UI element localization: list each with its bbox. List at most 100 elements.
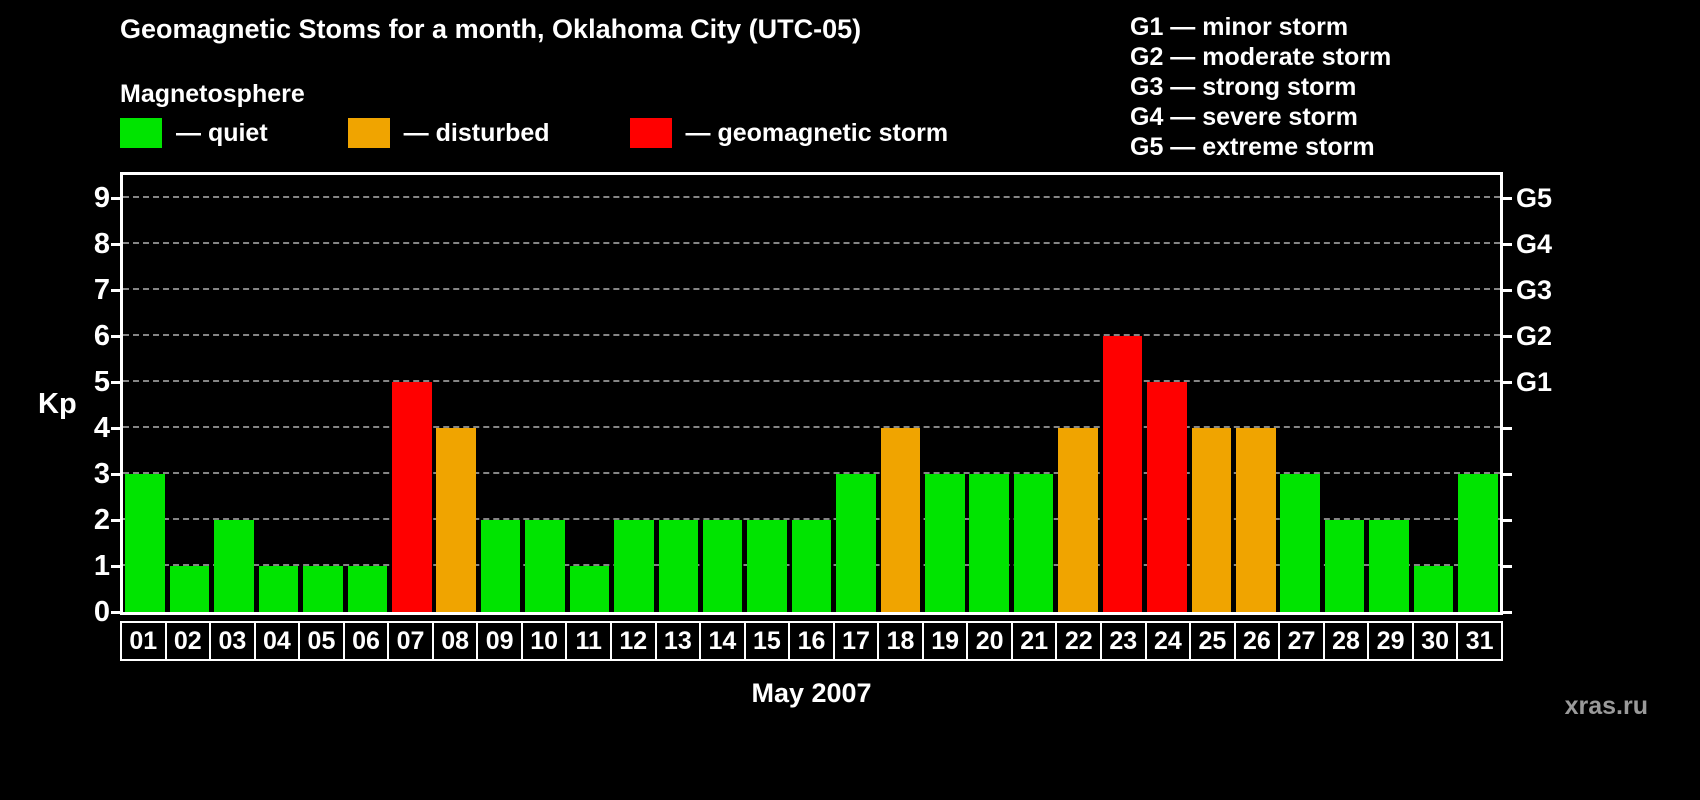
left-tickmark-2 bbox=[111, 519, 120, 522]
right-tickmark-5 bbox=[1503, 381, 1512, 384]
gridline-kp-2 bbox=[123, 518, 1500, 520]
bar-day-24 bbox=[1147, 382, 1187, 612]
bar-slot-23 bbox=[1100, 175, 1144, 612]
bar-slot-29 bbox=[1367, 175, 1411, 612]
storm-scale-line-5: G5 — extreme storm bbox=[1130, 133, 1375, 161]
legend-item-label: — disturbed bbox=[403, 118, 550, 147]
bar-day-28 bbox=[1324, 520, 1365, 612]
bar-day-23 bbox=[1102, 336, 1143, 612]
bar-slot-06 bbox=[345, 175, 389, 612]
day-label-02: 02 bbox=[164, 621, 212, 661]
day-label-26: 26 bbox=[1233, 621, 1281, 661]
storm-scale-line-3: G3 — strong storm bbox=[1130, 73, 1357, 101]
bar-day-03 bbox=[214, 520, 254, 612]
day-label-28: 28 bbox=[1322, 621, 1370, 661]
bar-slot-21 bbox=[1011, 175, 1055, 612]
kp-tick-4: 4 bbox=[93, 412, 110, 444]
bar-day-12 bbox=[614, 520, 654, 612]
legend-item-quiet: — quiet bbox=[120, 118, 268, 148]
bar-slot-09 bbox=[478, 175, 522, 612]
bar-day-21 bbox=[1013, 474, 1054, 612]
kp-tick-6: 6 bbox=[93, 320, 110, 352]
bar-day-22 bbox=[1058, 428, 1098, 612]
bar-day-09 bbox=[480, 520, 521, 612]
left-tickmark-0 bbox=[111, 611, 120, 614]
bar-row bbox=[123, 175, 1500, 612]
bar-slot-22 bbox=[1056, 175, 1100, 612]
bar-day-31 bbox=[1458, 474, 1498, 612]
right-tickmark-8 bbox=[1503, 243, 1512, 246]
g-scale-tick-G1: G1 bbox=[1516, 367, 1553, 397]
bar-slot-20 bbox=[967, 175, 1011, 612]
bar-slot-11 bbox=[567, 175, 611, 612]
bar-slot-08 bbox=[434, 175, 478, 612]
kp-tick-9: 9 bbox=[93, 182, 110, 214]
left-tickmark-3 bbox=[111, 473, 120, 476]
left-tickmark-7 bbox=[111, 289, 120, 292]
bar-day-18 bbox=[880, 428, 921, 612]
day-label-17: 17 bbox=[832, 621, 880, 661]
day-label-03: 03 bbox=[209, 621, 256, 661]
kp-tick-8: 8 bbox=[93, 228, 110, 260]
kp-tick-0: 0 bbox=[93, 596, 110, 628]
bar-slot-04 bbox=[256, 175, 300, 612]
day-label-14: 14 bbox=[699, 621, 746, 661]
bar-slot-01 bbox=[123, 175, 167, 612]
legend-heading: Magnetosphere bbox=[120, 80, 305, 108]
left-tickmark-6 bbox=[111, 335, 120, 338]
day-label-01: 01 bbox=[120, 621, 167, 661]
legend-item-disturbed: — disturbed bbox=[347, 118, 550, 148]
day-label-10: 10 bbox=[520, 621, 568, 661]
day-label-16: 16 bbox=[788, 621, 835, 661]
bar-slot-30 bbox=[1411, 175, 1455, 612]
bar-day-15 bbox=[747, 520, 787, 612]
bar-day-01 bbox=[125, 474, 165, 612]
left-tickmark-4 bbox=[111, 427, 120, 430]
day-label-09: 09 bbox=[476, 621, 523, 661]
storm-swatch bbox=[629, 118, 672, 148]
right-tickmark-3 bbox=[1503, 473, 1512, 476]
plot-area bbox=[120, 172, 1503, 615]
gridline-kp-5 bbox=[123, 380, 1500, 382]
day-label-19: 19 bbox=[921, 621, 969, 661]
bar-slot-27 bbox=[1278, 175, 1322, 612]
bar-day-19 bbox=[925, 474, 965, 612]
legend-item-label: — quiet bbox=[176, 118, 268, 147]
right-tickmark-2 bbox=[1503, 519, 1512, 522]
g-scale-tick-G5: G5 bbox=[1516, 183, 1553, 213]
left-tickmark-5 bbox=[111, 381, 120, 384]
bar-slot-05 bbox=[301, 175, 345, 612]
storm-scale-line-1: G1 — minor storm bbox=[1130, 13, 1349, 41]
bar-slot-03 bbox=[212, 175, 256, 612]
day-label-31: 31 bbox=[1456, 621, 1503, 661]
bar-day-08 bbox=[436, 428, 476, 612]
bar-day-30 bbox=[1413, 566, 1454, 612]
day-label-06: 06 bbox=[342, 621, 390, 661]
right-tickmark-9 bbox=[1503, 197, 1512, 200]
g-scale-tick-G3: G3 bbox=[1516, 275, 1553, 305]
legend-item-storm: — geomagnetic storm bbox=[629, 118, 948, 148]
right-tickmark-4 bbox=[1503, 427, 1512, 430]
x-axis-title: May 2007 bbox=[751, 678, 872, 708]
day-label-13: 13 bbox=[654, 621, 702, 661]
bar-slot-25 bbox=[1189, 175, 1233, 612]
storm-scale-legend: G1 — minor storm G2 — moderate storm G3 — … bbox=[1130, 12, 1391, 162]
storm-scale-line-2: G2 — moderate storm bbox=[1130, 43, 1392, 71]
g-scale-tick-G2: G2 bbox=[1516, 321, 1553, 351]
bar-day-26 bbox=[1235, 428, 1276, 612]
bar-slot-15 bbox=[745, 175, 789, 612]
day-label-25: 25 bbox=[1189, 621, 1236, 661]
day-label-21: 21 bbox=[1010, 621, 1058, 661]
bar-slot-02 bbox=[167, 175, 211, 612]
kp-tick-7: 7 bbox=[93, 274, 110, 306]
day-label-15: 15 bbox=[743, 621, 791, 661]
kp-tick-2: 2 bbox=[93, 504, 110, 536]
day-label-20: 20 bbox=[966, 621, 1013, 661]
kp-tick-5: 5 bbox=[93, 366, 110, 398]
bar-day-14 bbox=[702, 520, 743, 612]
bar-slot-12 bbox=[612, 175, 656, 612]
bar-day-17 bbox=[836, 474, 876, 612]
bar-slot-28 bbox=[1322, 175, 1366, 612]
bar-slot-13 bbox=[656, 175, 700, 612]
gridline-kp-3 bbox=[123, 472, 1500, 474]
